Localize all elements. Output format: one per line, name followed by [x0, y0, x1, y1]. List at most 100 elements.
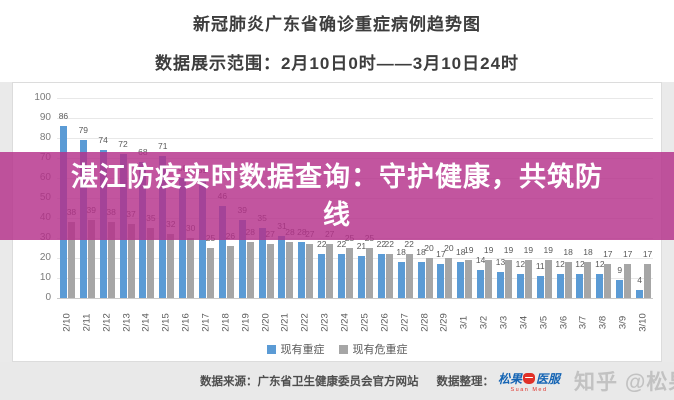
bar-value-label: 19	[464, 245, 474, 255]
bar-value-label: 11	[535, 261, 545, 271]
logo-text-left: 松果	[498, 371, 523, 386]
x-axis-label: 2/11	[81, 313, 93, 332]
x-axis-label: 3/1	[458, 315, 470, 330]
bar-value-label: 21	[356, 241, 367, 251]
bar-group: 17 20 2/29	[434, 98, 454, 332]
x-axis-label: 2/25	[359, 313, 371, 332]
chart-header: 新冠肺炎广东省确诊重症病例趋势图 数据展示范围：2月10日0时——3月10日24…	[0, 0, 674, 82]
legend-label: 现有危重症	[352, 344, 408, 356]
bar-现有危重症	[226, 246, 234, 298]
bar-value-label: 71	[158, 141, 168, 151]
bar-group: 11 19 3/5	[534, 98, 554, 329]
x-axis-label: 3/6	[558, 315, 570, 330]
bar-现有危重症	[604, 264, 612, 298]
x-axis-label: 3/8	[597, 315, 609, 330]
bar-value-label: 22	[336, 239, 347, 249]
bar-value-label: 17	[622, 249, 633, 259]
data-editor-label: 数据整理：	[436, 376, 495, 388]
bar-现有重症	[457, 262, 465, 298]
bar-现有重症	[437, 264, 445, 298]
bar-value-label: 19	[483, 245, 494, 255]
bar-现有重症	[636, 290, 644, 298]
bar-现有危重症	[425, 258, 433, 298]
bar-group: 14 19 3/2	[474, 98, 494, 329]
bar-现有危重症	[346, 248, 354, 298]
bar-value-label: 22	[316, 239, 327, 249]
bar-value-label: 12	[515, 259, 526, 269]
bar-现有重症	[357, 256, 365, 298]
x-axis-label: 2/18	[220, 313, 232, 332]
x-axis-label: 2/13	[121, 313, 133, 332]
bar-现有危重症	[67, 222, 75, 298]
bar-现有危重症	[544, 260, 552, 298]
bar-value-label: 18	[416, 247, 426, 257]
bar-现有危重症	[326, 244, 334, 298]
bar-group: 22 22 2/26	[375, 98, 395, 332]
x-axis-label: 3/4	[518, 315, 530, 330]
bar-现有重症	[496, 272, 504, 298]
bar-value-label: 18	[456, 247, 466, 257]
bar-现有危重症	[147, 228, 155, 298]
bar-group: 12 18 3/6	[554, 98, 574, 329]
bar-现有重症	[556, 274, 564, 298]
bar-value-label: 72	[118, 139, 128, 149]
gridline	[57, 258, 653, 259]
x-axis-label: 2/24	[339, 313, 351, 332]
bar-value-label: 74	[98, 135, 108, 145]
x-axis-label: 3/5	[538, 315, 550, 330]
data-source-value: 广东省卫生健康委员会官方网站	[257, 376, 419, 388]
x-axis-label: 2/20	[260, 313, 272, 332]
x-axis-label: 3/7	[577, 315, 589, 330]
bar-value-label: 18	[396, 247, 406, 257]
legend-swatch	[338, 344, 348, 354]
bar-value-label: 17	[642, 249, 653, 259]
bar-value-label: 4	[637, 275, 642, 285]
bar-现有重症	[397, 262, 405, 298]
x-axis-label: 2/28	[419, 313, 431, 332]
logo-subtext: Suan Med	[510, 386, 548, 393]
bar-现有危重症	[624, 264, 632, 298]
overlay-banner: 湛江防疫实时数据查询：守护健康，共筑防线	[0, 152, 674, 240]
bar-现有危重症	[405, 254, 413, 298]
legend-label: 现有重症	[280, 344, 325, 356]
bar-group: 9 17 3/9	[613, 98, 633, 329]
bar-value-label: 18	[583, 247, 593, 257]
bar-value-label: 13	[495, 257, 506, 267]
x-axis-label: 2/26	[379, 313, 391, 332]
bar-现有危重症	[385, 254, 393, 298]
y-axis-tick: 0	[45, 292, 51, 303]
bar-value-label: 9	[617, 265, 623, 275]
bar-value-label: 12	[555, 259, 565, 269]
bar-现有重症	[616, 280, 624, 298]
bar-现有危重症	[187, 238, 195, 298]
bar-group: 12 17 3/8	[593, 98, 613, 329]
x-axis-label: 2/17	[200, 313, 212, 332]
bar-value-label: 18	[563, 247, 573, 257]
y-axis-tick: 90	[39, 112, 51, 123]
gridline	[57, 98, 653, 99]
y-axis-tick: 10	[39, 272, 51, 283]
bar-value-label: 20	[444, 243, 454, 253]
x-axis-label: 2/21	[279, 313, 291, 332]
bar-group: 18 19 3/1	[454, 98, 474, 329]
bar-现有危重症	[306, 244, 314, 298]
bar-value-label: 79	[78, 125, 89, 135]
bar-value-label: 12	[575, 259, 585, 269]
bar-group: 13 19 3/3	[494, 98, 514, 329]
bar-现有危重症	[465, 260, 473, 298]
bar-现有危重症	[206, 248, 214, 298]
bar-value-label: 22	[376, 239, 387, 249]
y-axis-tick: 20	[39, 252, 51, 263]
chart-legend: 现有重症 现有危重症	[13, 341, 661, 357]
bar-现有重症	[338, 254, 346, 298]
x-axis-label: 2/12	[101, 313, 113, 332]
bar-value-label: 20	[424, 243, 434, 253]
y-axis-tick: 80	[39, 132, 51, 143]
bar-现有危重症	[167, 234, 175, 298]
bar-value-label: 12	[595, 259, 605, 269]
bar-现有危重症	[564, 262, 572, 298]
bar-现有重症	[596, 274, 604, 298]
bar-group: 12 19 3/4	[514, 98, 534, 329]
bar-group: 4 17 3/10	[633, 98, 653, 332]
